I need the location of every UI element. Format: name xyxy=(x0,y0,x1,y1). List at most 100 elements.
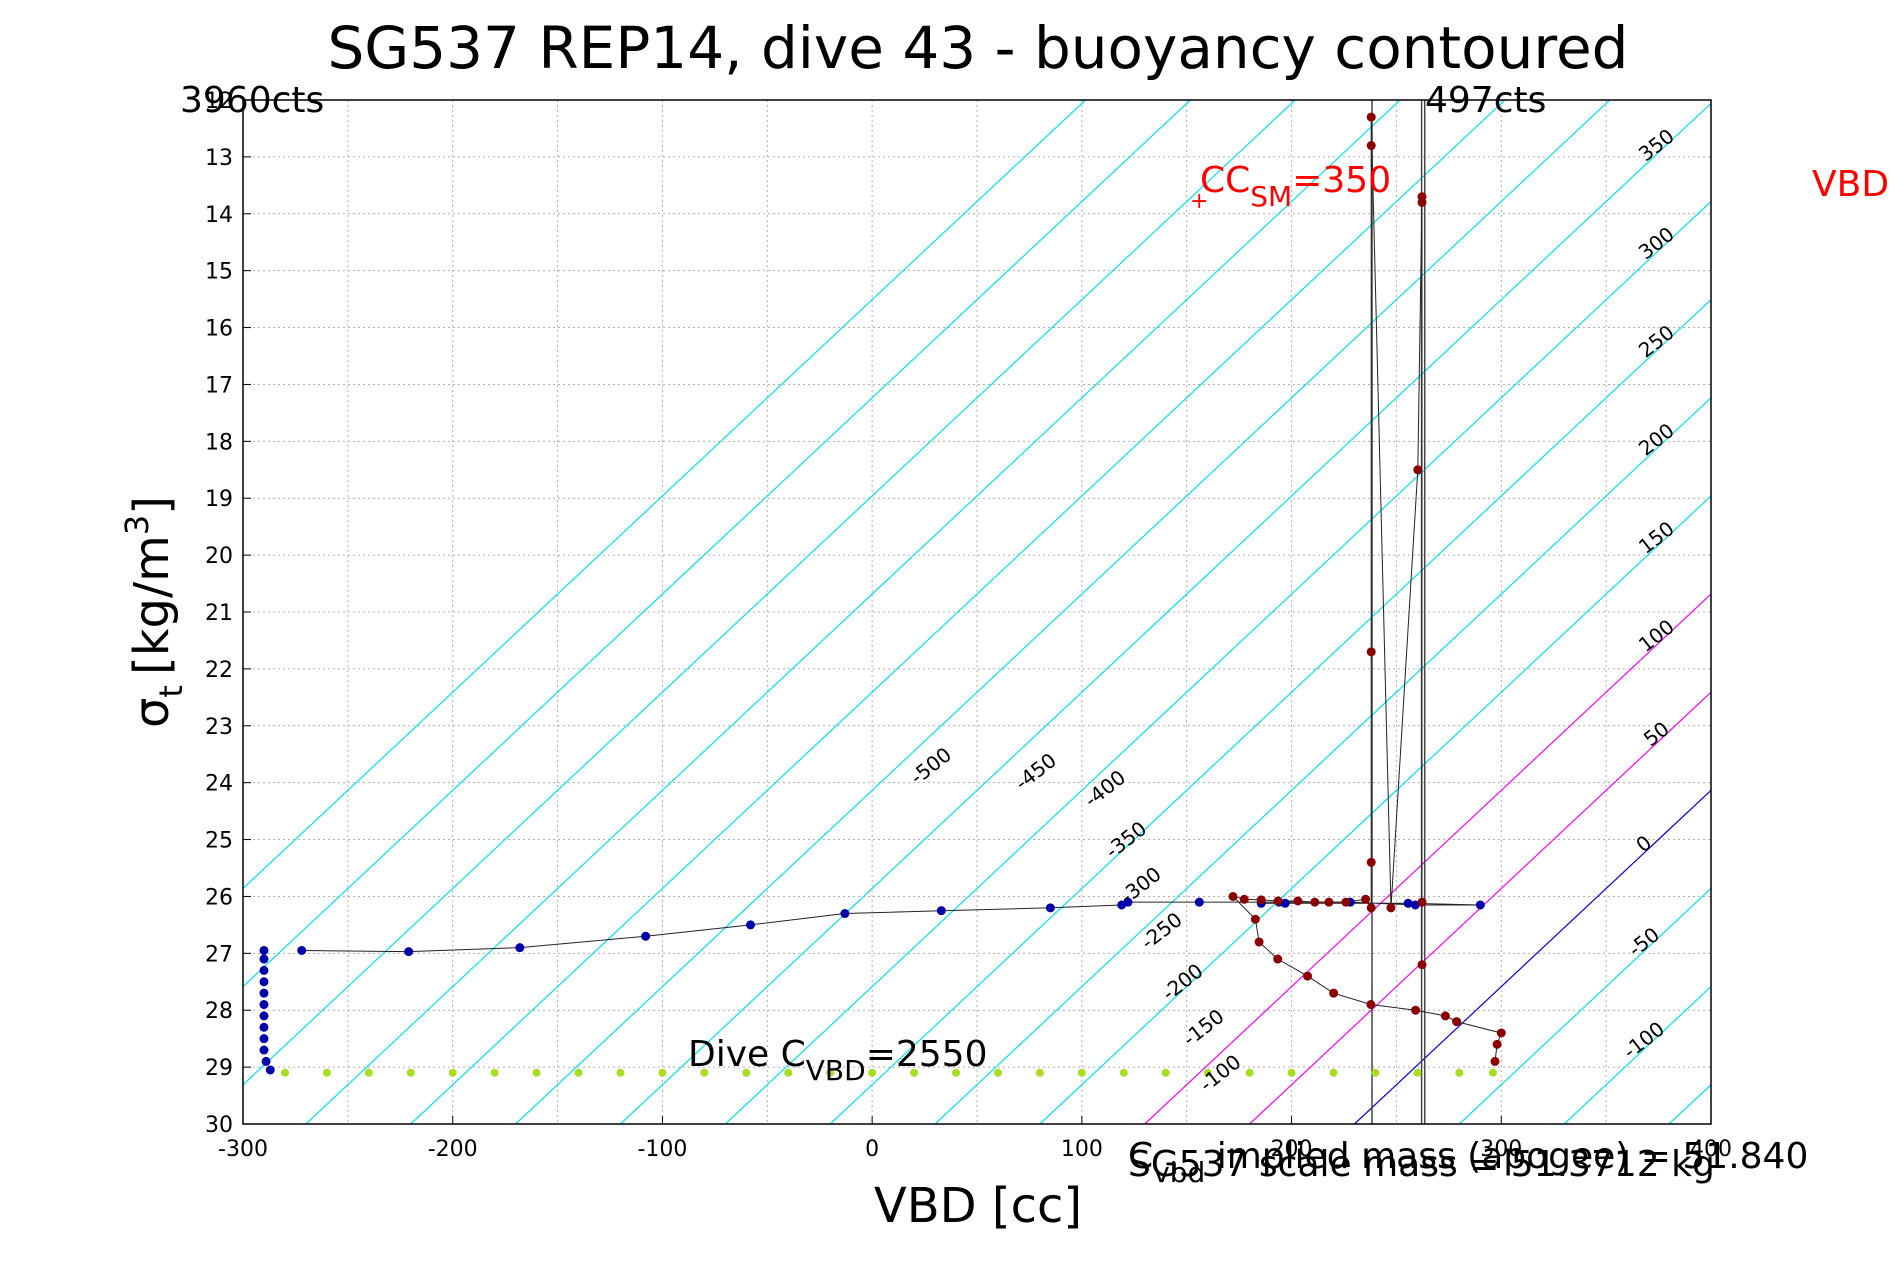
grid-lines xyxy=(243,100,1711,1124)
data-point xyxy=(700,1068,709,1077)
data-point xyxy=(993,1068,1002,1077)
data-point xyxy=(364,1068,373,1077)
annotation-suffix: =350 xyxy=(1292,160,1391,201)
y-tick-label: 19 xyxy=(205,487,233,512)
annotation-sub: VBD xyxy=(806,1054,866,1087)
data-point xyxy=(259,1034,269,1044)
data-point xyxy=(1324,897,1334,907)
data-point xyxy=(490,1068,499,1077)
data-point xyxy=(259,1045,269,1055)
annotation: 497cts xyxy=(1425,80,1546,121)
y-tick-label: 30 xyxy=(205,1113,233,1138)
cvbd-sub: vbd xyxy=(1153,1156,1205,1189)
data-point xyxy=(1361,894,1371,904)
data-point xyxy=(1366,857,1376,867)
data-point xyxy=(1310,897,1320,907)
contour-line xyxy=(243,100,1086,890)
annotation-main: 497cts xyxy=(1425,80,1546,121)
x-tick-label: 300 xyxy=(1480,1137,1522,1162)
x-axis-ticks: -300 -200 -100 0 100 200 300 400 xyxy=(218,1116,1732,1162)
data-point xyxy=(1161,1068,1170,1077)
annotation-main: Dive C xyxy=(688,1034,806,1075)
data-point xyxy=(1119,1068,1128,1077)
data-point xyxy=(1273,896,1283,906)
x-tick-label: -100 xyxy=(637,1137,687,1162)
data-point xyxy=(1194,897,1204,907)
data-point xyxy=(322,1068,331,1077)
data-point xyxy=(1329,988,1339,998)
y-tick-label: 16 xyxy=(205,317,233,342)
data-point xyxy=(1452,1017,1462,1027)
data-point xyxy=(1440,1011,1450,1021)
data-point xyxy=(1245,1068,1254,1077)
data-point xyxy=(1496,1028,1506,1038)
data-point xyxy=(1239,894,1249,904)
data-point xyxy=(1254,937,1264,947)
y-label-sigma: σ xyxy=(124,698,180,728)
contour-line xyxy=(243,100,1191,988)
data-point xyxy=(1413,1068,1422,1077)
contour-line xyxy=(243,100,1296,1086)
contour-line xyxy=(410,100,1506,1124)
x-tick-label: 100 xyxy=(1061,1137,1103,1162)
contour-line xyxy=(1249,691,1711,1124)
contour-line xyxy=(1458,887,1711,1124)
annotation: 3960cts xyxy=(180,80,324,121)
data-point xyxy=(1413,465,1423,475)
data-point xyxy=(1366,903,1376,913)
annotation-main: 3960cts xyxy=(180,80,324,121)
contour-line xyxy=(1774,100,1891,1124)
data-point xyxy=(261,1056,271,1066)
vbd-implied-mass-text: Cvbd implied mass (apogee) = 51.840 xyxy=(1128,1136,1808,1189)
chart-title: SG537 REP14, dive 43 - buoyancy contoure… xyxy=(327,14,1628,82)
data-points xyxy=(259,112,1506,1077)
data-point xyxy=(952,1068,961,1077)
data-point xyxy=(406,1068,415,1077)
data-point xyxy=(259,954,269,964)
y-axis-label: σt [kg/m3] xyxy=(118,496,190,728)
y-label-close: ] xyxy=(124,496,180,515)
data-point xyxy=(1366,647,1376,657)
data-point xyxy=(1411,1005,1421,1015)
data-point xyxy=(1366,141,1376,151)
data-point xyxy=(265,1065,275,1075)
data-point xyxy=(1371,1068,1380,1077)
y-tick-label: 26 xyxy=(205,885,233,910)
contour-line xyxy=(515,100,1611,1124)
data-point xyxy=(574,1068,583,1077)
data-point xyxy=(784,1068,793,1077)
data-point xyxy=(1293,896,1303,906)
contour-line xyxy=(1144,593,1711,1124)
y-axis-ticks: 12 13 14 15 16 17 18 19 20 21 22 23 24 25 26 27 28 29 30 xyxy=(205,89,251,1138)
data-point xyxy=(1386,903,1396,913)
y-label-sup: 3 xyxy=(118,515,156,535)
data-point xyxy=(1417,960,1427,970)
data-point xyxy=(532,1068,541,1077)
cvbd-main: C xyxy=(1128,1136,1153,1177)
x-tick-label: -300 xyxy=(218,1137,268,1162)
data-point xyxy=(1417,197,1427,207)
data-point xyxy=(1341,897,1351,907)
data-point xyxy=(259,1011,269,1021)
data-point xyxy=(1273,954,1283,964)
y-tick-label: 28 xyxy=(205,999,233,1024)
annotation-main: CC xyxy=(1200,160,1250,201)
annotation-suffix: =2550 xyxy=(866,1034,988,1075)
y-tick-label: 25 xyxy=(205,829,233,854)
annotation: Dive CVBD=2550 xyxy=(688,1034,987,1087)
data-point xyxy=(1492,1039,1502,1049)
x-tick-label: 0 xyxy=(865,1137,879,1162)
y-tick-label: 27 xyxy=(205,942,233,967)
data-point xyxy=(1490,1056,1500,1066)
cvbd-suffix: implied mass (apogee) = 51.840 xyxy=(1205,1136,1808,1177)
data-point xyxy=(746,920,756,930)
data-point xyxy=(936,906,946,916)
data-point xyxy=(616,1068,625,1077)
data-point xyxy=(280,1068,289,1077)
data-point xyxy=(1228,891,1238,901)
data-point xyxy=(742,1068,751,1077)
data-point xyxy=(1366,1000,1376,1010)
data-point xyxy=(1045,903,1055,913)
